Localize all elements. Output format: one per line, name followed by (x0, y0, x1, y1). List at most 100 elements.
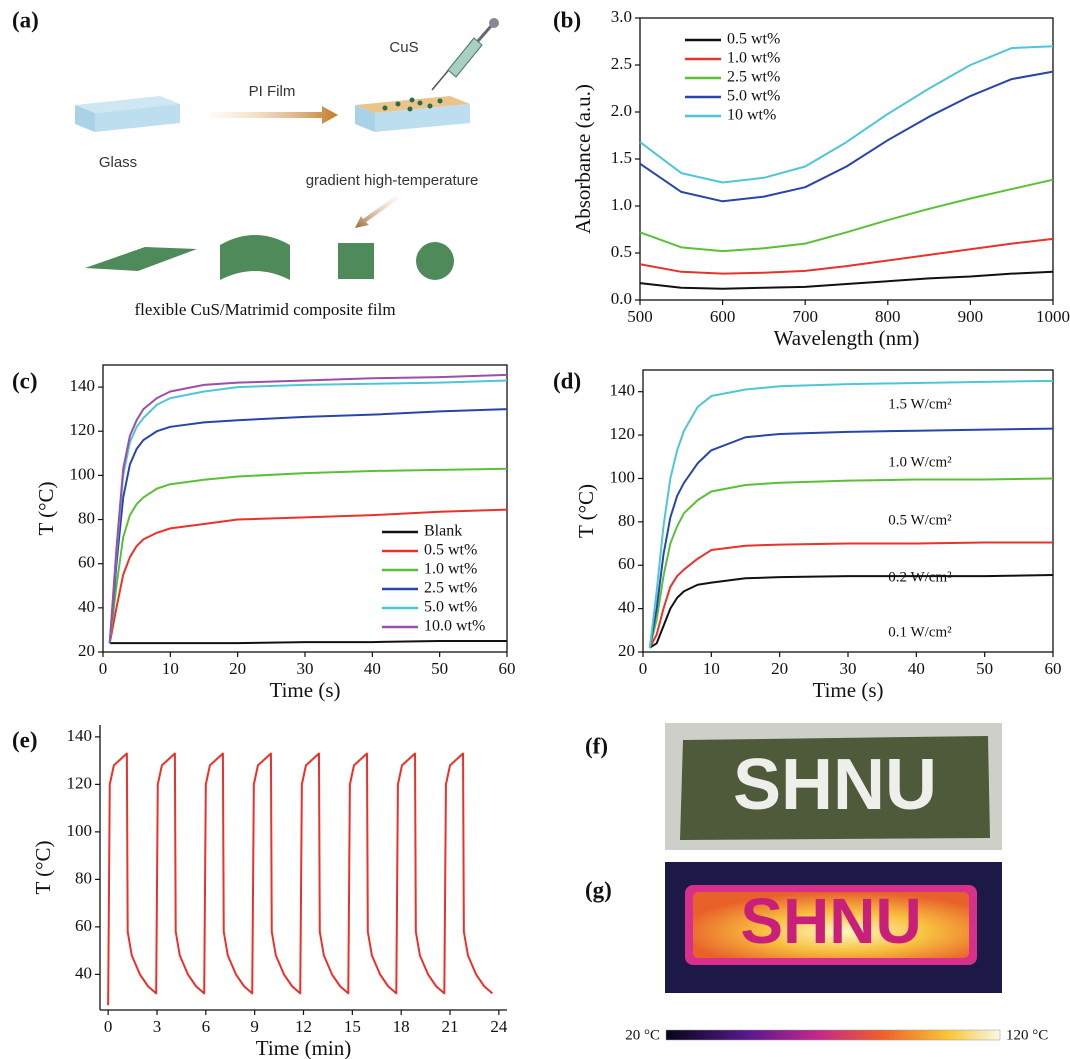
y-tick-label: 80 (78, 508, 95, 527)
annotation: 0.5 W/cm² (888, 512, 952, 528)
glass-top (75, 96, 180, 113)
y-axis-label: T (°C) (574, 484, 598, 538)
y-tick-label: 2.5 (611, 54, 632, 73)
panel-label: (f) (585, 733, 608, 758)
y-tick-label: 100 (610, 467, 636, 486)
y-axis-label: Absorbance (a.u.) (571, 84, 595, 234)
y-tick-label: 40 (618, 598, 635, 617)
x-tick-label: 50 (976, 659, 993, 678)
x-tick-label: 50 (431, 659, 448, 678)
x-tick-label: 40 (364, 659, 381, 678)
y-tick-label: 3.0 (611, 7, 632, 26)
panel-label: (b) (553, 7, 581, 32)
x-tick-label: 21 (442, 1017, 459, 1036)
annotation: 0.2 W/cm² (888, 569, 952, 585)
x-tick-label: 12 (295, 1017, 312, 1036)
diagram: PI Film CuS Glass gradient high-temperat… (75, 18, 499, 319)
series-line (109, 639, 507, 645)
film-front (375, 104, 470, 132)
label: Glass (99, 154, 137, 171)
panel-label: (a) (12, 7, 39, 32)
syringe (431, 18, 499, 91)
legend-label: 0.5 wt% (727, 31, 780, 48)
x-tick-label: 60 (1045, 659, 1062, 678)
colorbar-min: 20 °C (625, 1027, 660, 1043)
shape-square (338, 243, 374, 279)
y-tick-label: 80 (618, 511, 635, 530)
x-tick-label: 800 (875, 307, 901, 326)
label: PI Film (249, 83, 296, 100)
panel-label: (e) (12, 727, 38, 752)
legend-label: 10.0 wt% (424, 618, 485, 635)
series-line (639, 237, 1054, 275)
y-tick-label: 140 (70, 376, 96, 395)
x-axis-label: Time (s) (813, 678, 884, 702)
photo: SHNU (665, 723, 1002, 850)
legend-label: 5.0 wt% (424, 599, 477, 616)
legend-label: 5.0 wt% (727, 88, 780, 105)
series-line (648, 379, 1054, 648)
x-tick-label: 0 (104, 1017, 113, 1036)
thermal-text: SHNU (740, 885, 921, 957)
thermal-film (693, 892, 969, 958)
x-tick-label: 60 (499, 659, 516, 678)
y-tick-label: 20 (618, 641, 635, 660)
y-tick-label: 1.5 (611, 148, 632, 167)
x-tick-label: 40 (908, 659, 925, 678)
y-tick-label: 80 (75, 868, 92, 887)
legend-label: 10 wt% (727, 107, 776, 124)
label: gradient high-temperature (306, 172, 479, 189)
plot-frame (639, 17, 1054, 301)
x-axis-label: Time (s) (270, 678, 341, 702)
y-tick-label: 100 (70, 464, 96, 483)
series-line (648, 541, 1053, 649)
x-tick-label: 600 (710, 307, 736, 326)
y-tick-label: 120 (67, 773, 93, 792)
annotation: 0.1 W/cm² (888, 624, 952, 640)
y-tick-label: 40 (75, 963, 92, 982)
shape-wave (220, 235, 290, 280)
series-line (108, 508, 508, 644)
thermal-image: SHNU 20 °C 120 °C (625, 862, 1048, 1043)
y-tick-label: 40 (78, 597, 95, 616)
x-tick-label: 0 (639, 659, 648, 678)
x-tick-label: 30 (840, 659, 857, 678)
shape-circle (416, 242, 454, 280)
series-line (639, 45, 1054, 184)
panel-label: (d) (553, 368, 581, 393)
y-axis-label: T (°C) (34, 481, 58, 535)
series-line (108, 408, 508, 644)
annotation: 1.0 W/cm² (888, 454, 952, 470)
plot-frame (642, 369, 1054, 653)
x-tick-label: 15 (344, 1017, 361, 1036)
series-line (108, 373, 508, 644)
y-tick-label: 60 (78, 553, 95, 572)
y-tick-label: 120 (70, 420, 96, 439)
label: CuS (389, 39, 418, 56)
y-tick-label: 2.0 (611, 101, 632, 120)
x-tick-label: 18 (393, 1017, 410, 1036)
y-tick-label: 1.0 (611, 195, 632, 214)
series-line (107, 752, 494, 1006)
x-tick-label: 30 (297, 659, 314, 678)
shape-film (85, 247, 197, 271)
y-tick-label: 0.5 (611, 242, 632, 261)
arrow (355, 196, 399, 228)
series-line (639, 70, 1054, 203)
y-tick-label: 60 (75, 916, 92, 935)
x-tick-label: 1000 (1036, 307, 1070, 326)
y-tick-label: 140 (610, 381, 636, 400)
series-line (639, 270, 1054, 290)
x-tick-label: 500 (627, 307, 653, 326)
x-tick-label: 3 (153, 1017, 162, 1036)
y-tick-label: 140 (67, 726, 93, 745)
legend-label: 2.5 wt% (424, 580, 477, 597)
legend-label: 0.5 wt% (424, 542, 477, 559)
arrow (210, 106, 338, 124)
photo-text: SHNU (733, 745, 937, 825)
legend-label: Blank (424, 523, 462, 540)
y-tick-label: 120 (610, 424, 636, 443)
x-tick-label: 700 (792, 307, 818, 326)
series-line (649, 573, 1054, 649)
